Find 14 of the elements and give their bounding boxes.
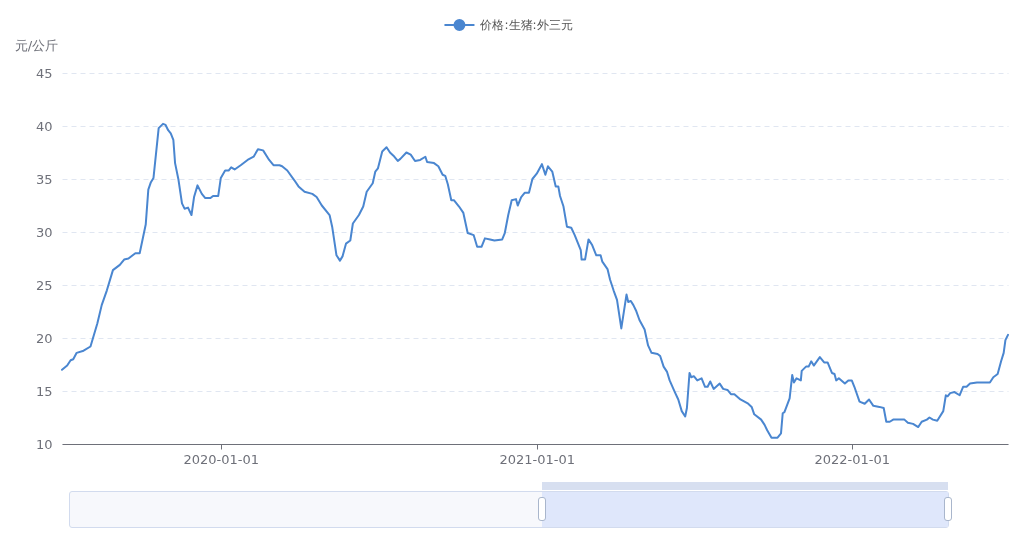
x-tick-label: 2021-01-01 [499, 451, 576, 467]
y-tick-label: 15 [35, 383, 53, 399]
y-tick-label: 35 [35, 171, 53, 187]
x-tick-label: 2022-01-01 [814, 451, 891, 467]
y-tick-label: 45 [35, 65, 53, 81]
y-tick-label: 40 [35, 118, 53, 134]
line-series [61, 122, 1009, 439]
y-tick-label: 10 [35, 436, 53, 452]
x-tick-label: 2020-01-01 [183, 451, 260, 467]
y-tick-label: 25 [35, 277, 53, 293]
y-tick-label: 20 [35, 330, 53, 346]
legend-label: 价格:生猪:外三元 [479, 18, 573, 32]
y-axis-title: 元/公斤 [14, 37, 59, 53]
y-tick-label: 30 [35, 224, 53, 240]
